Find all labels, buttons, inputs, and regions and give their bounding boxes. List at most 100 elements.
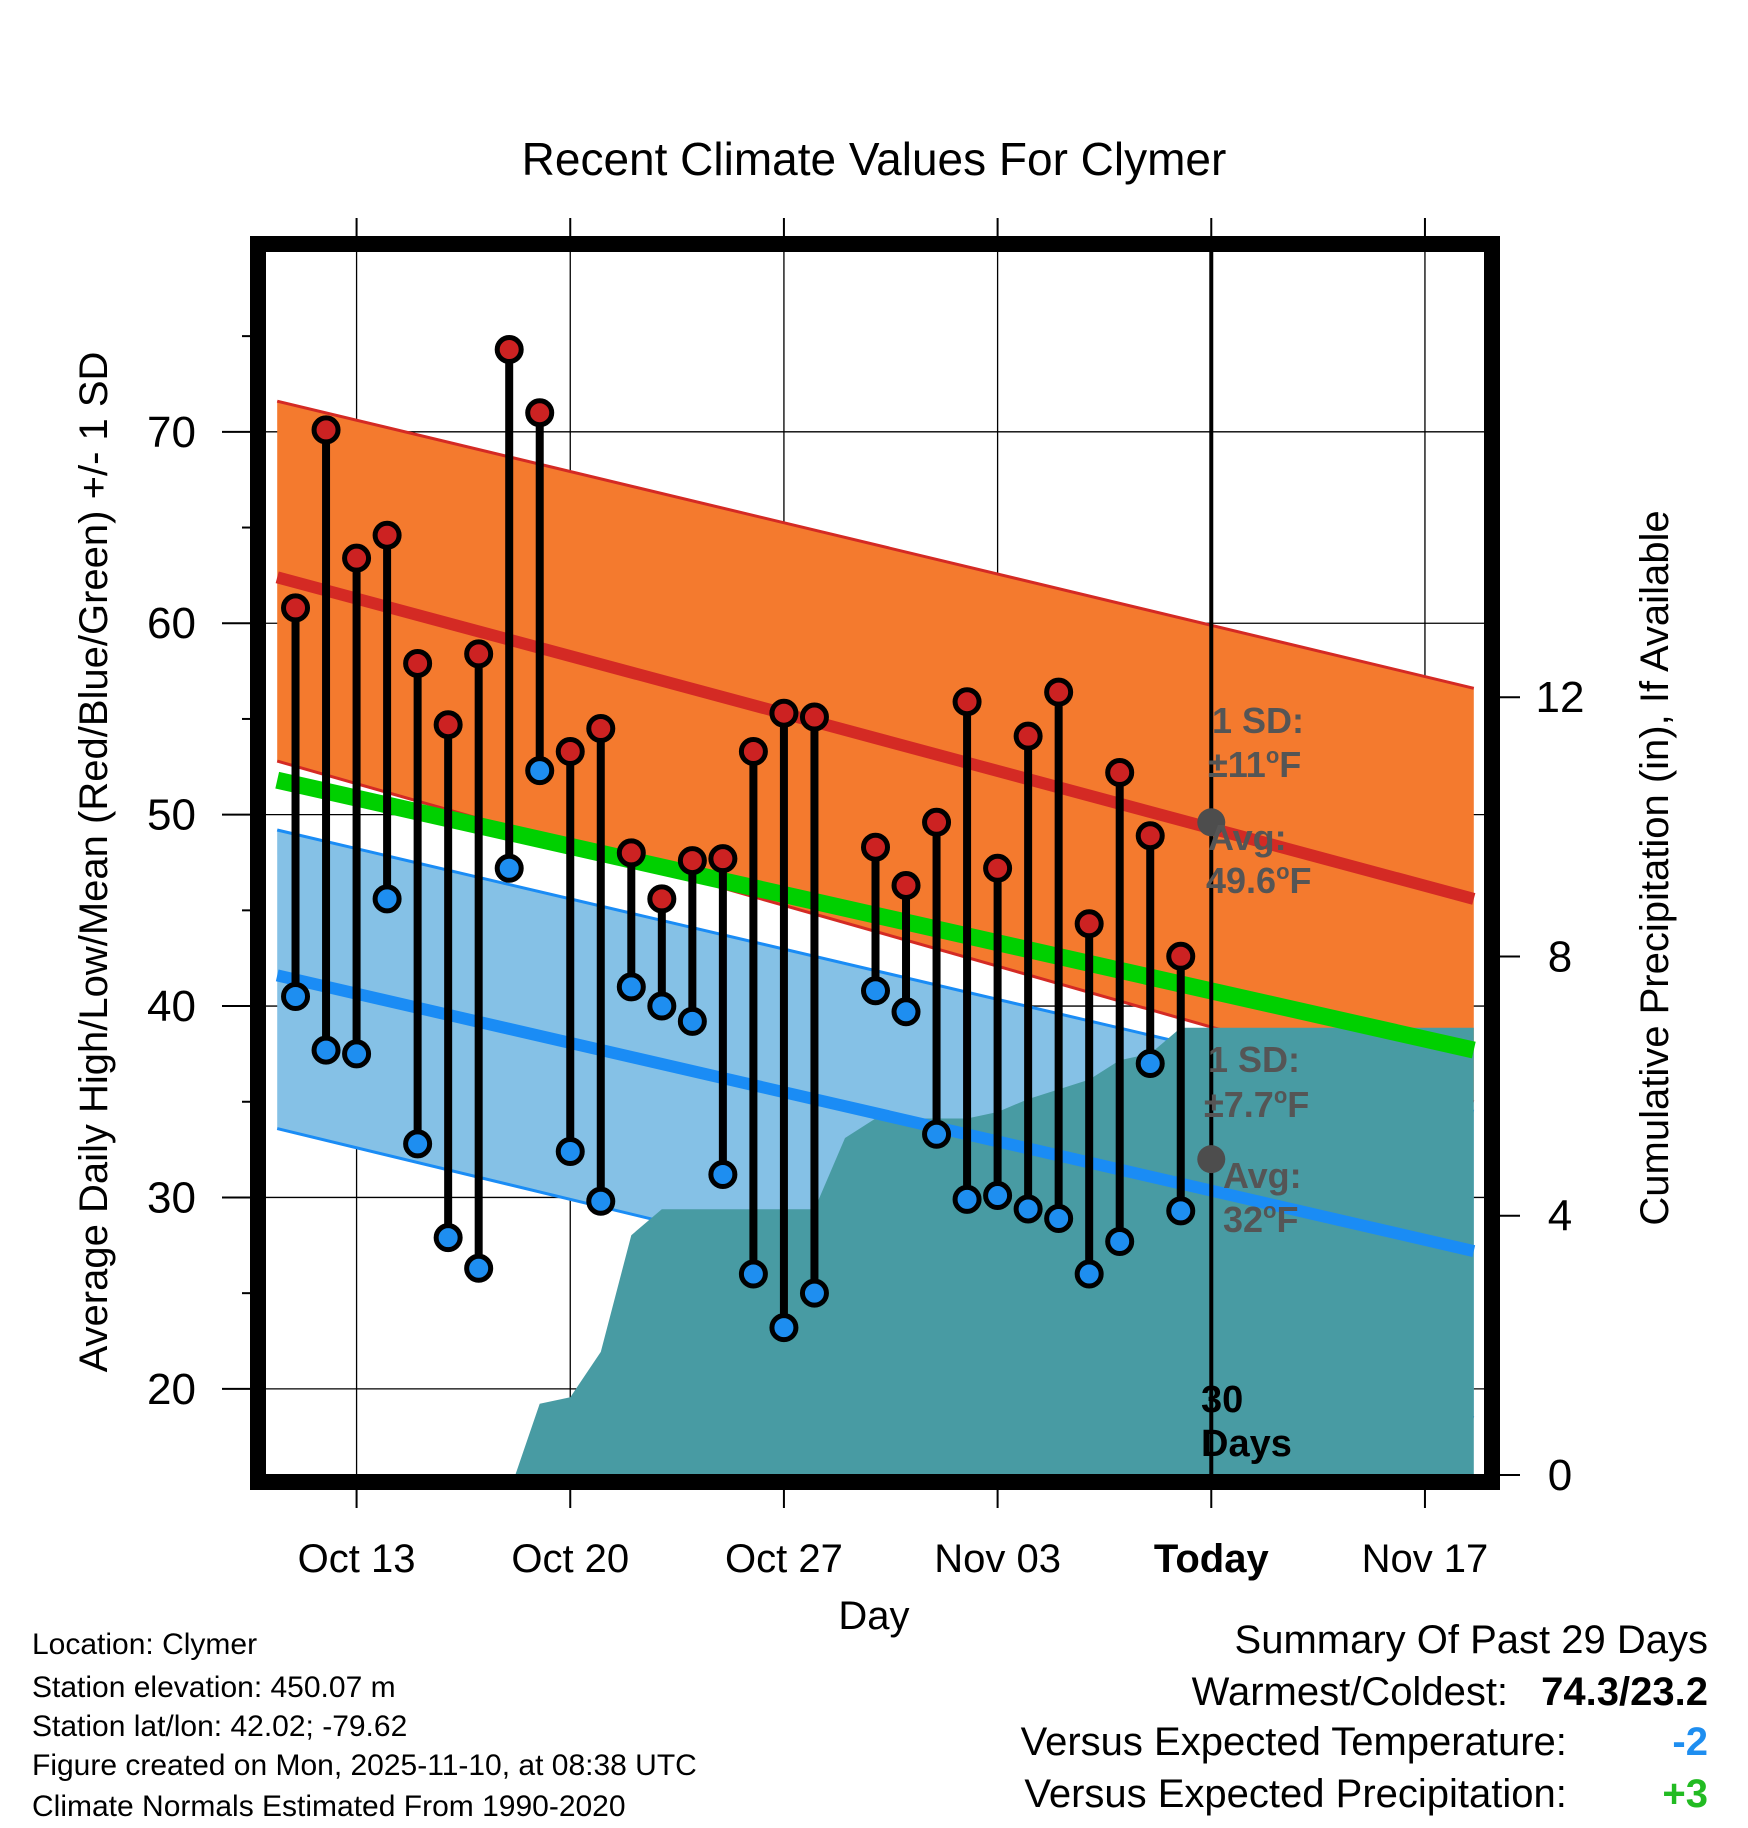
daily-low-point [708, 1159, 738, 1189]
station-latlon-text: Station lat/lon: 42.02; -79.62 [32, 1710, 408, 1743]
temp-vs-expected-label: Versus Expected Temperature: [1020, 1720, 1567, 1764]
precip-vs-expected-value: +3 [1662, 1772, 1708, 1816]
precip-vs-expected-label: Versus Expected Precipitation: [1024, 1772, 1567, 1816]
y2-tick-label: 0 [1548, 1451, 1572, 1500]
daily-high-point [1105, 758, 1135, 788]
daily-low-point [769, 1313, 799, 1343]
warm-cold-label: Warmest/Coldest: [1191, 1670, 1509, 1714]
high-sd-value: ±11oF [1208, 743, 1301, 785]
figure-created-text: Figure created on Mon, 2025-11-10, at 08… [32, 1749, 697, 1782]
high-sd-band [277, 401, 1474, 1102]
y-tick-label: 30 [147, 1173, 196, 1222]
daily-high-point [1074, 909, 1104, 939]
daily-high-point [616, 838, 646, 868]
x-tick-label: Nov 03 [934, 1537, 1061, 1581]
daily-high-point [861, 832, 890, 862]
daily-low-point [891, 997, 921, 1027]
daily-high-point [1135, 821, 1165, 851]
daily-low-point [494, 853, 524, 883]
summary-temp-row: Versus Expected Temperature: -2 [1021, 1722, 1708, 1762]
daily-low-point [647, 991, 677, 1021]
daily-low-point [1013, 1194, 1043, 1224]
high-sd-value-part: F [1279, 744, 1301, 785]
daily-high-point [799, 702, 829, 732]
daily-high-point [464, 639, 494, 669]
low-avg-value: 32oF [1223, 1198, 1299, 1240]
y2-tick-label: 4 [1548, 1192, 1572, 1241]
daily-high-point [983, 853, 1013, 883]
low-sd-value: ±7.7oF [1204, 1083, 1309, 1125]
daily-low-point [952, 1184, 982, 1214]
daily-high-point [952, 687, 982, 717]
high-normal-line [275, 571, 1476, 905]
days-count-number: 30 [1201, 1379, 1243, 1421]
daily-low-point [616, 972, 646, 1002]
y2-tick-label: 12 [1536, 673, 1585, 722]
y-tick-label: 60 [147, 599, 196, 648]
daily-low-point [1105, 1226, 1135, 1256]
avg-high-dot [1197, 808, 1226, 837]
daily-low-point [1074, 1259, 1104, 1289]
daily-low-point [311, 1035, 341, 1065]
low-avg-value-part: F [1277, 1199, 1299, 1240]
low-avg-value-part: 32 [1223, 1199, 1263, 1240]
daily-high-point [525, 398, 555, 428]
daily-low-point [1135, 1048, 1165, 1078]
daily-high-point [494, 335, 524, 365]
high-sd-value-part: o [1266, 743, 1279, 768]
daily-low-point [403, 1129, 433, 1159]
temp-vs-expected-value: -2 [1672, 1720, 1708, 1764]
plot-frame [250, 236, 1500, 1490]
high-avg-label-part: Avg: [1208, 817, 1287, 858]
high-avg-label: Avg: [1208, 817, 1287, 858]
y-tick-label: 20 [147, 1365, 196, 1414]
daily-high-point [891, 870, 921, 900]
high-avg-value-part: F [1290, 860, 1312, 901]
daily-high-point [342, 543, 372, 573]
daily-low-point [342, 1039, 372, 1069]
y-tick-label: 50 [147, 791, 196, 840]
daily-low-point [738, 1259, 768, 1289]
low-avg-label-part: Avg: [1223, 1155, 1302, 1196]
daily-high-point [372, 520, 402, 550]
daily-high-point [922, 807, 952, 837]
daily-high-point [311, 415, 341, 445]
summary-title: Summary Of Past 29 Days [1234, 1618, 1708, 1662]
high-sd-label-part: 1 SD: [1212, 700, 1304, 741]
x-axis-label: Day [838, 1594, 909, 1638]
low-sd-value-part: ±7.7 [1204, 1084, 1274, 1125]
x-tick-label: Today [1154, 1537, 1270, 1581]
low-sd-value-part: o [1274, 1083, 1287, 1108]
daily-high-point [1013, 721, 1043, 751]
low-sd-label-part: 1 SD: [1208, 1039, 1300, 1080]
y-tick-label: 40 [147, 982, 196, 1031]
low-sd-label: 1 SD: [1208, 1039, 1300, 1080]
location-text: Location: Clymer [32, 1628, 258, 1661]
summary-warm-cold-row: Warmest/Coldest: 74.3/23.2 [1192, 1672, 1708, 1712]
station-elevation-text: Station elevation: 450.07 m [32, 1671, 396, 1704]
low-avg-value-part: o [1263, 1198, 1276, 1223]
chart-title: Recent Climate Values For Clymer [522, 133, 1227, 185]
y2-axis-label: Cumulative Precipitation (in), If Availa… [1633, 510, 1677, 1225]
daily-high-point [555, 736, 585, 766]
daily-low-point [922, 1119, 952, 1149]
daily-low-point [861, 976, 890, 1006]
daily-low-point [983, 1181, 1013, 1211]
daily-high-point [708, 844, 738, 874]
daily-low-point [372, 884, 402, 914]
x-tick-label: Oct 20 [511, 1537, 629, 1581]
daily-high-point [677, 846, 707, 876]
daily-high-point [647, 884, 677, 914]
chart-axes: 20 30 40 50 60 70 0 4 8 12 Oct 13 Oct 20 Oct 27 Nov 0… [72, 218, 1677, 1638]
daily-low-point [586, 1186, 616, 1216]
high-sd-value-part: ±11 [1208, 744, 1266, 785]
daily-low-point [799, 1278, 829, 1308]
y2-tick-label: 8 [1548, 932, 1572, 981]
daily-low-point [555, 1137, 585, 1167]
daily-high-point [1044, 677, 1074, 707]
high-upper-edge [276, 399, 1475, 690]
high-avg-value-part: 49.6 [1206, 860, 1276, 901]
high-avg-value-part: o [1276, 859, 1289, 884]
x-tick-label: Oct 13 [298, 1537, 416, 1581]
